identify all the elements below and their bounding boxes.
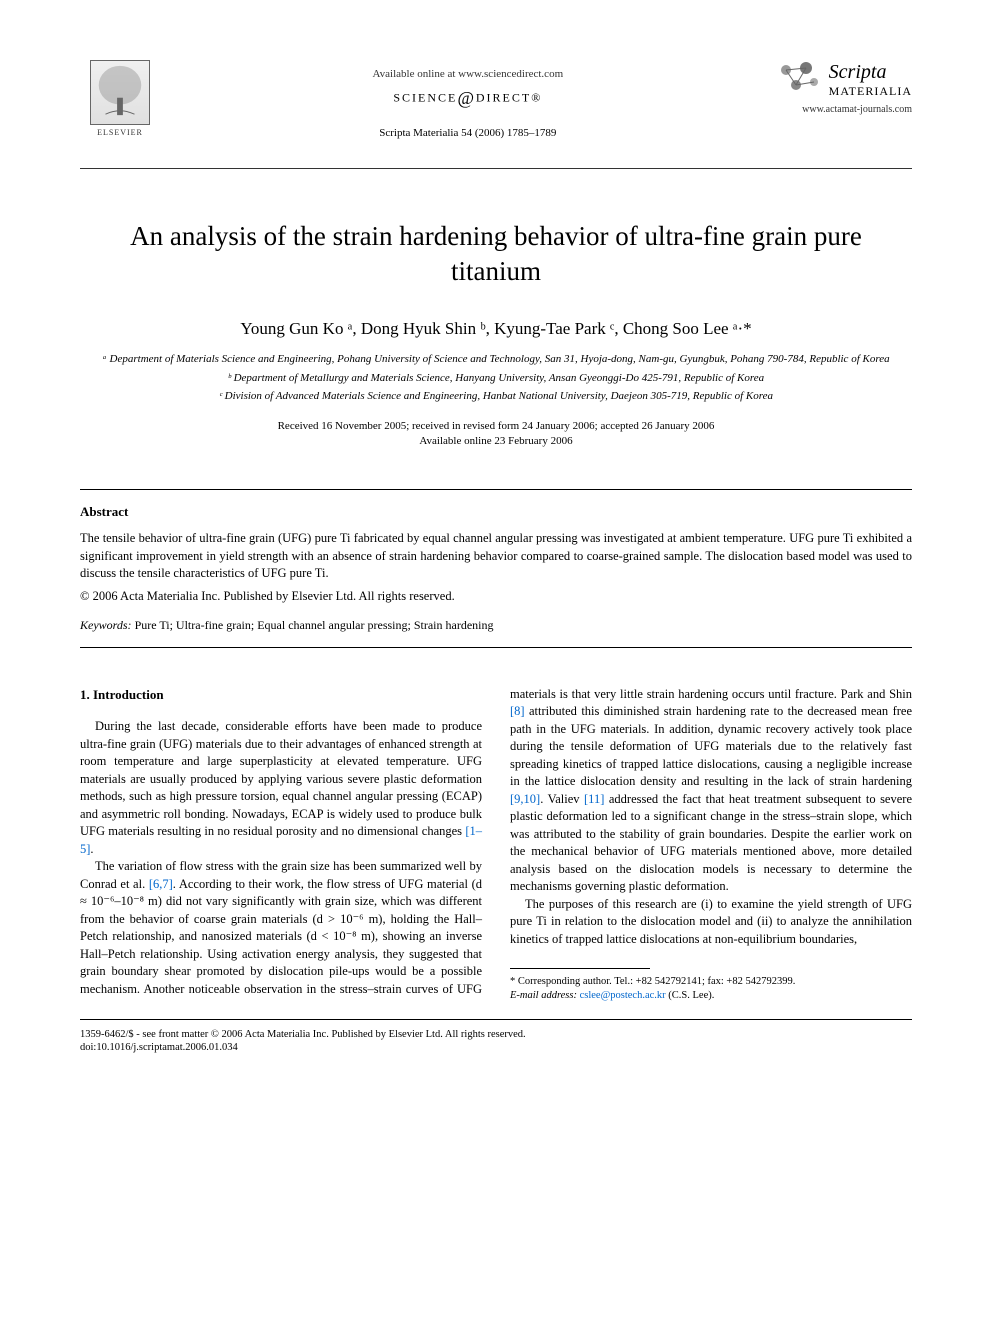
- received-date: Received 16 November 2005; received in r…: [80, 419, 912, 434]
- ref-link-6-7[interactable]: [6,7]: [149, 877, 173, 891]
- ref-link-8[interactable]: [8]: [510, 704, 525, 718]
- keywords-label: Keywords:: [80, 618, 132, 632]
- affiliations-block: ᵃ Department of Materials Science and En…: [80, 351, 912, 405]
- abstract-text: The tensile behavior of ultra-fine grain…: [80, 530, 912, 583]
- abstract-bottom-rule: [80, 647, 912, 648]
- header-row: ELSEVIER Available online at www.science…: [80, 60, 912, 150]
- journal-url: www.actamat-journals.com: [776, 104, 912, 115]
- keywords-line: Keywords: Pure Ti; Ultra-fine grain; Equ…: [80, 618, 912, 633]
- ref-link-9-10[interactable]: [9,10]: [510, 792, 540, 806]
- elsevier-label: ELSEVIER: [97, 128, 143, 137]
- para2-post: addressed the fact that heat treatment s…: [510, 792, 912, 894]
- article-title: An analysis of the strain hardening beha…: [120, 219, 872, 289]
- body-columns: 1. Introduction During the last decade, …: [80, 686, 912, 1003]
- keywords-text: Pure Ti; Ultra-fine grain; Equal channel…: [132, 618, 494, 632]
- ref-link-11[interactable]: [11]: [584, 792, 604, 806]
- email-suffix: (C.S. Lee).: [666, 990, 715, 1001]
- footnote-divider: [510, 968, 650, 969]
- footer-doi: doi:10.1016/j.scriptamat.2006.01.034: [80, 1041, 912, 1055]
- sciencedirect-suffix: DIRECT®: [476, 90, 542, 104]
- abstract-copyright: © 2006 Acta Materialia Inc. Published by…: [80, 589, 912, 604]
- affiliation-b: ᵇ Department of Metallurgy and Materials…: [100, 370, 892, 387]
- journal-logo-block: Scripta MATERIALIA www.actamat-journals.…: [776, 60, 912, 115]
- elsevier-logo: ELSEVIER: [80, 60, 160, 150]
- scripta-molecule-icon: [776, 60, 821, 100]
- body-para-1: During the last decade, considerable eff…: [80, 718, 482, 858]
- body-para-3: The purposes of this research are (i) to…: [510, 896, 912, 949]
- introduction-heading: 1. Introduction: [80, 686, 482, 704]
- para2-mid3: . Valiev: [540, 792, 584, 806]
- dates-block: Received 16 November 2005; received in r…: [80, 419, 912, 450]
- affiliation-c: ᶜ Division of Advanced Materials Science…: [100, 388, 892, 405]
- corresponding-text: * Corresponding author. Tel.: +82 542792…: [510, 975, 912, 989]
- center-header: Available online at www.sciencedirect.co…: [160, 60, 776, 139]
- elsevier-tree-icon: [90, 60, 150, 125]
- available-online-text: Available online at www.sciencedirect.co…: [160, 68, 776, 80]
- sciencedirect-at-icon: @: [457, 88, 476, 108]
- affiliation-a: ᵃ Department of Materials Science and En…: [100, 351, 892, 368]
- sciencedirect-prefix: SCIENCE: [393, 90, 457, 104]
- authors-line: Young Gun Ko ᵃ, Dong Hyuk Shin ᵇ, Kyung-…: [80, 319, 912, 339]
- scripta-logo: Scripta MATERIALIA: [776, 60, 912, 100]
- email-label: E-mail address:: [510, 990, 580, 1001]
- footer-copyright: 1359-6462/$ - see front matter © 2006 Ac…: [80, 1028, 912, 1042]
- journal-name-italic: Scripta: [829, 61, 912, 84]
- scripta-text: Scripta MATERIALIA: [829, 61, 912, 99]
- email-line: E-mail address: cslee@postech.ac.kr (C.S…: [510, 989, 912, 1003]
- para1-text-pre: During the last decade, considerable eff…: [80, 719, 482, 838]
- footer-block: 1359-6462/$ - see front matter © 2006 Ac…: [80, 1028, 912, 1055]
- para2-mid2: attributed this diminished strain harden…: [510, 704, 912, 788]
- header-divider: [80, 168, 912, 169]
- journal-citation: Scripta Materialia 54 (2006) 1785–1789: [160, 127, 776, 139]
- abstract-top-rule: [80, 489, 912, 490]
- corresponding-author-footnote: * Corresponding author. Tel.: +82 542792…: [510, 975, 912, 1002]
- sciencedirect-logo: SCIENCE@DIRECT®: [160, 88, 776, 109]
- para1-text-post: .: [90, 842, 93, 856]
- footnote-block: * Corresponding author. Tel.: +82 542792…: [510, 968, 912, 1002]
- available-date: Available online 23 February 2006: [80, 434, 912, 449]
- email-link[interactable]: cslee@postech.ac.kr: [580, 990, 666, 1001]
- footer-rule: [80, 1019, 912, 1020]
- abstract-heading: Abstract: [80, 504, 912, 520]
- journal-name-caps: MATERIALIA: [829, 84, 912, 99]
